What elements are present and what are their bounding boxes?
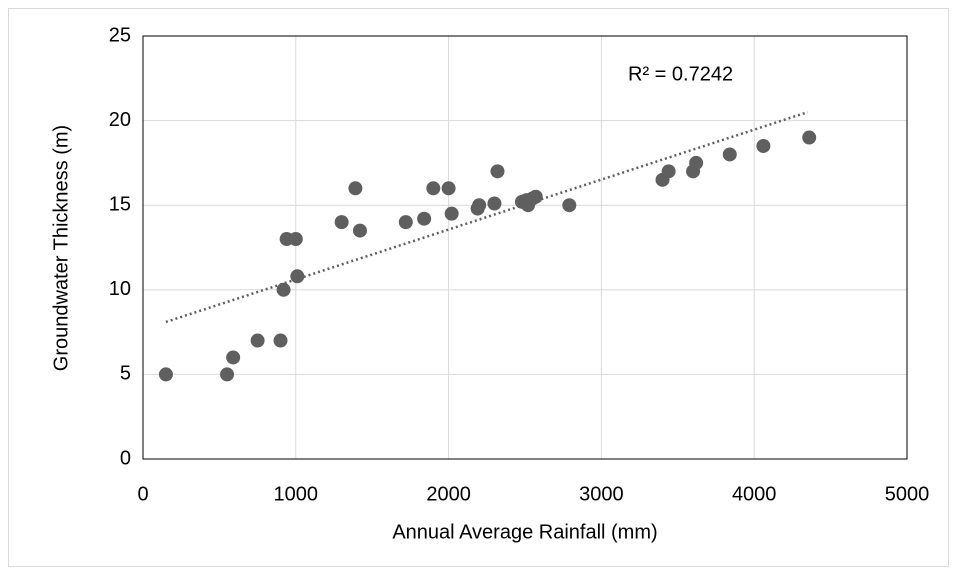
point [444, 206, 459, 221]
x-tick-label: 0 [137, 483, 148, 505]
point [334, 215, 349, 230]
point [722, 147, 737, 162]
point [352, 223, 367, 238]
point [398, 215, 413, 230]
point [426, 181, 441, 196]
chart-frame [8, 8, 949, 567]
point [250, 333, 265, 348]
point [472, 198, 487, 213]
x-tick-label: 1000 [274, 483, 319, 505]
x-tick-label: 2000 [426, 483, 471, 505]
y-tick-label: 0 [120, 447, 131, 469]
point [802, 130, 817, 145]
x-tick-label: 3000 [579, 483, 624, 505]
y-tick-label: 5 [120, 363, 131, 385]
point [220, 367, 235, 382]
y-axis-title: Groundwater Thickness (m) [50, 125, 72, 371]
x-tick-label: 5000 [885, 483, 930, 505]
plot-frame [142, 35, 908, 460]
point [441, 181, 456, 196]
point [276, 282, 291, 297]
x-tick-label: 4000 [732, 483, 777, 505]
point [417, 211, 432, 226]
point [562, 198, 577, 213]
y-tick-label: 25 [109, 24, 131, 46]
y-tick-label: 15 [109, 193, 131, 215]
x-axis-title: Annual Average Rainfall (mm) [392, 521, 657, 543]
point [528, 189, 543, 204]
point [290, 269, 305, 284]
y-tick-label: 20 [109, 109, 131, 131]
point [661, 164, 676, 179]
point [273, 333, 288, 348]
r-squared-annotation: R² = 0.7242 [628, 63, 733, 85]
point [226, 350, 241, 365]
point [689, 155, 704, 170]
point [756, 138, 771, 153]
point [158, 367, 173, 382]
point [348, 181, 363, 196]
point [288, 232, 303, 247]
point [487, 196, 502, 211]
point [490, 164, 505, 179]
y-tick-label: 10 [109, 278, 131, 300]
